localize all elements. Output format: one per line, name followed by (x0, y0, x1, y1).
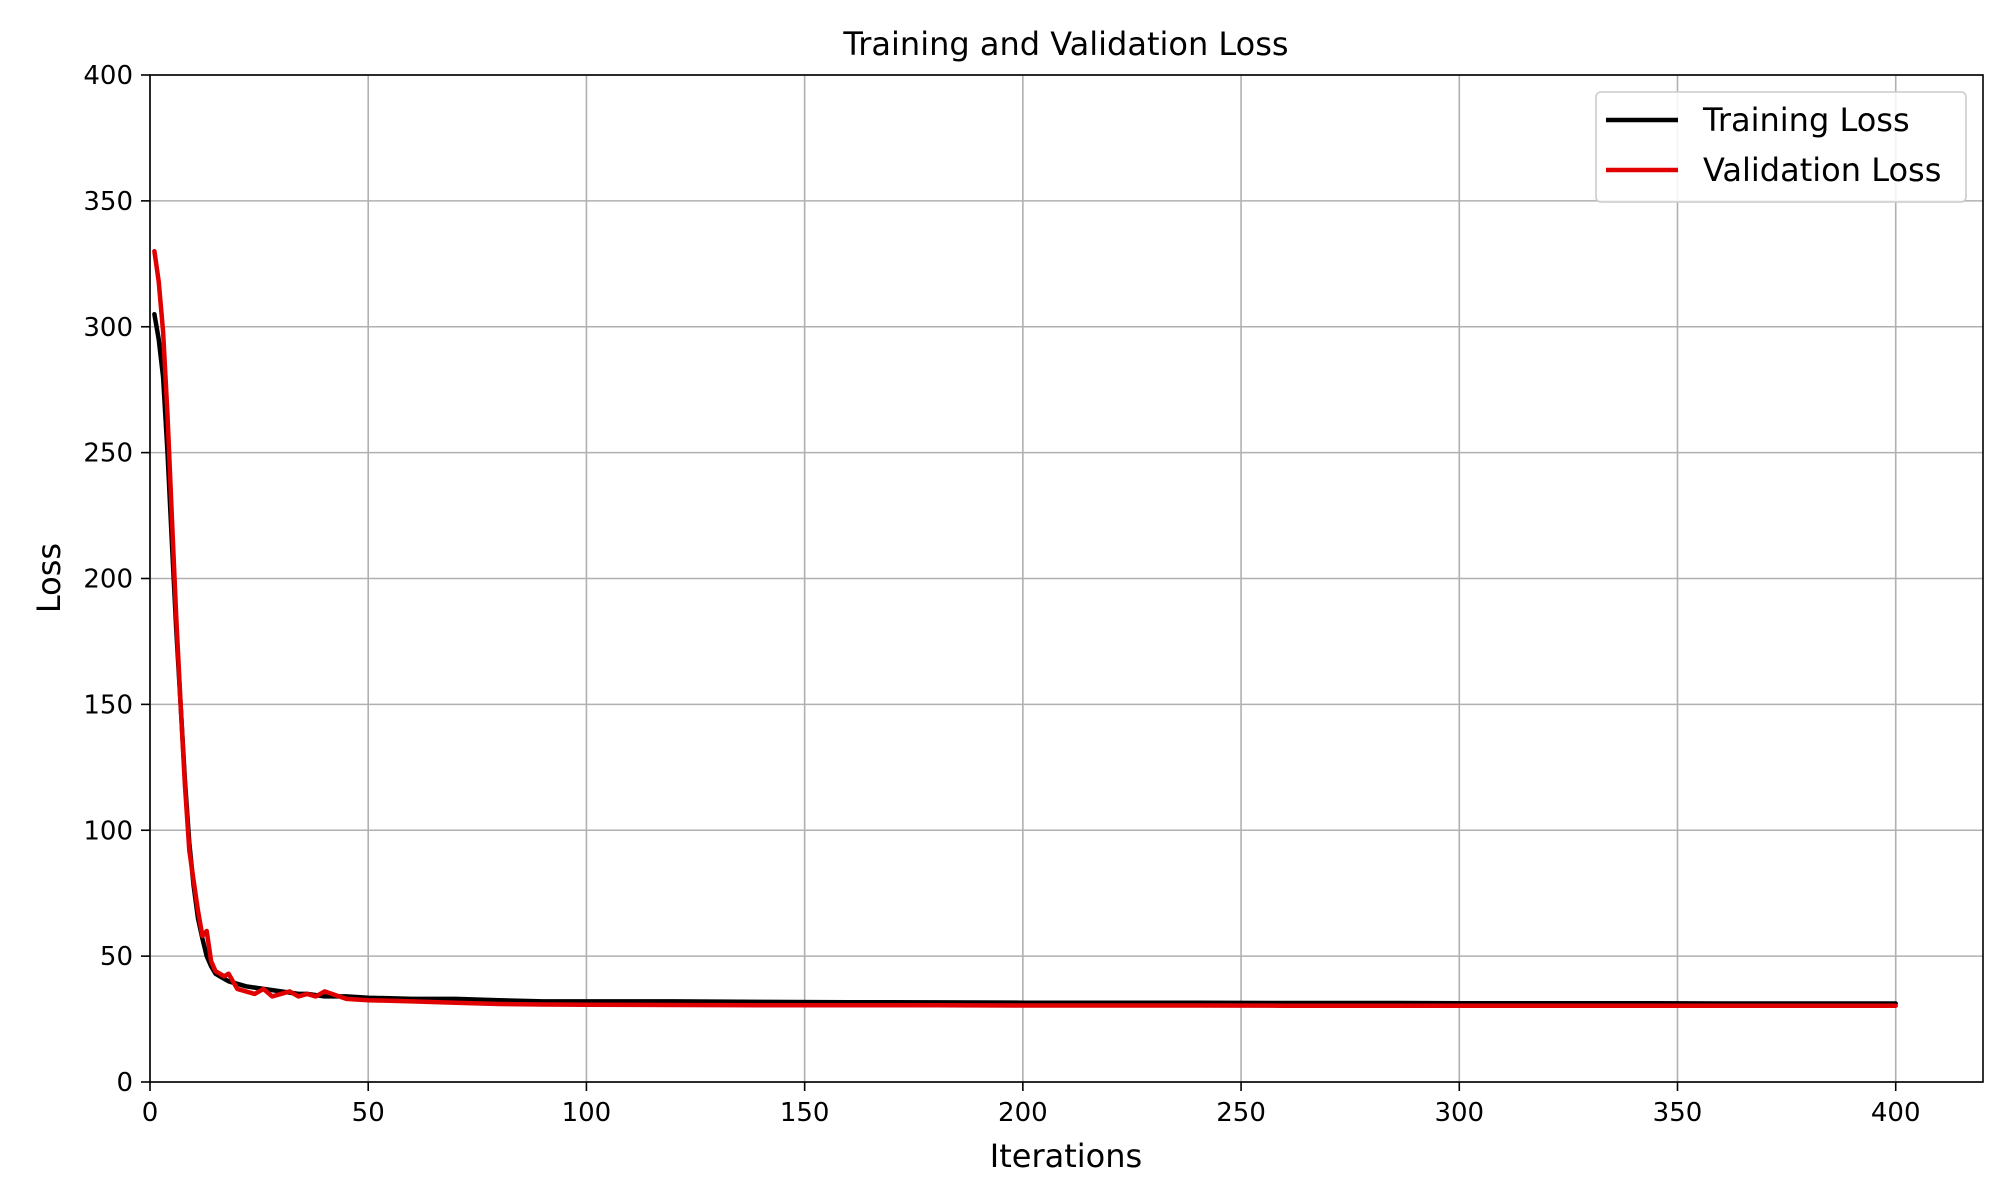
y-tick-label: 300 (83, 313, 133, 343)
y-tick-label: 350 (83, 187, 133, 217)
chart-title: Training and Validation Loss (842, 25, 1288, 63)
legend-label-validation: Validation Loss (1703, 151, 1941, 189)
x-tick-label: 0 (142, 1098, 159, 1128)
x-tick-label: 150 (780, 1098, 830, 1128)
x-tick-label: 200 (998, 1098, 1048, 1128)
x-tick-label: 50 (352, 1098, 385, 1128)
series-lines (152, 248, 1898, 1008)
y-tick-label: 150 (83, 690, 133, 720)
x-tick-label: 400 (1871, 1098, 1921, 1128)
y-tick-label: 250 (83, 439, 133, 469)
x-axis-label: Iterations (990, 1137, 1142, 1175)
y-tick-label: 50 (100, 942, 133, 972)
legend: Training Loss Validation Loss (1595, 91, 1967, 203)
y-tick-label: 200 (83, 565, 133, 595)
x-tick-label: 350 (1653, 1098, 1703, 1128)
y-tick-label: 0 (116, 1068, 133, 1098)
x-tick-label: 100 (562, 1098, 612, 1128)
axis-ticks: 0 50 100 150 200 250 300 350 400 0 50 100 150 200 250 3… (83, 61, 1920, 1128)
legend-label-training: Training Loss (1702, 101, 1910, 139)
y-axis-label: Loss (30, 543, 68, 613)
y-tick-label: 400 (83, 61, 133, 91)
x-tick-label: 300 (1434, 1098, 1484, 1128)
y-tick-label: 100 (83, 816, 133, 846)
series-line-validation-loss (152, 248, 1898, 1008)
x-tick-label: 250 (1216, 1098, 1266, 1128)
legend-box (1595, 91, 1967, 203)
